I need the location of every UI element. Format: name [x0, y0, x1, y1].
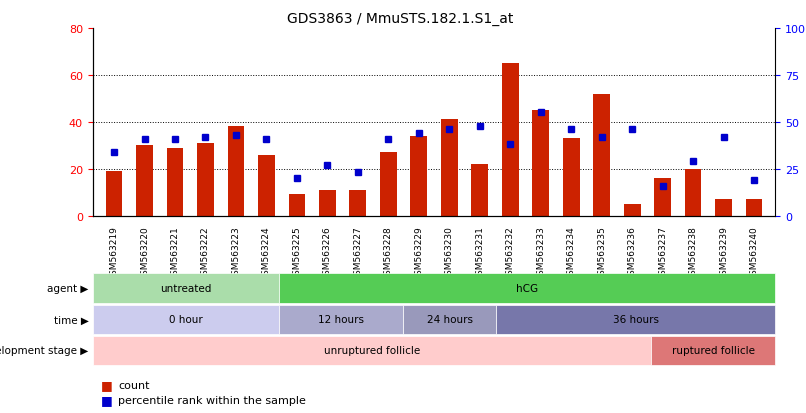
- Bar: [532, 111, 549, 216]
- Bar: [746, 199, 762, 216]
- Text: time ▶: time ▶: [54, 315, 89, 325]
- Text: development stage ▶: development stage ▶: [0, 346, 89, 356]
- Text: ■: ■: [101, 393, 113, 406]
- Text: count: count: [118, 380, 150, 390]
- Bar: [136, 146, 153, 216]
- Bar: [624, 204, 641, 216]
- Bar: [380, 153, 397, 216]
- Text: unruptured follicle: unruptured follicle: [324, 346, 420, 356]
- Bar: [593, 95, 610, 216]
- Text: ■: ■: [101, 378, 113, 391]
- Bar: [258, 155, 275, 216]
- Bar: [319, 190, 336, 216]
- Bar: [654, 178, 671, 216]
- Text: 36 hours: 36 hours: [613, 315, 659, 325]
- Bar: [106, 171, 123, 216]
- Bar: [685, 169, 701, 216]
- Bar: [563, 139, 580, 216]
- Text: percentile rank within the sample: percentile rank within the sample: [118, 394, 306, 405]
- Text: 24 hours: 24 hours: [426, 315, 472, 325]
- Bar: [441, 120, 458, 216]
- Text: 0 hour: 0 hour: [169, 315, 202, 325]
- Bar: [472, 164, 488, 216]
- Bar: [167, 148, 183, 216]
- Text: ruptured follicle: ruptured follicle: [672, 346, 754, 356]
- Bar: [502, 64, 518, 216]
- Text: 12 hours: 12 hours: [318, 315, 364, 325]
- Bar: [350, 190, 366, 216]
- Bar: [289, 195, 305, 216]
- Bar: [410, 136, 427, 216]
- Text: agent ▶: agent ▶: [48, 284, 89, 294]
- Bar: [197, 143, 214, 216]
- Text: hCG: hCG: [516, 284, 538, 294]
- Text: untreated: untreated: [160, 284, 211, 294]
- Text: GDS3863 / MmuSTS.182.1.S1_at: GDS3863 / MmuSTS.182.1.S1_at: [287, 12, 513, 26]
- Bar: [227, 127, 244, 216]
- Bar: [715, 199, 732, 216]
